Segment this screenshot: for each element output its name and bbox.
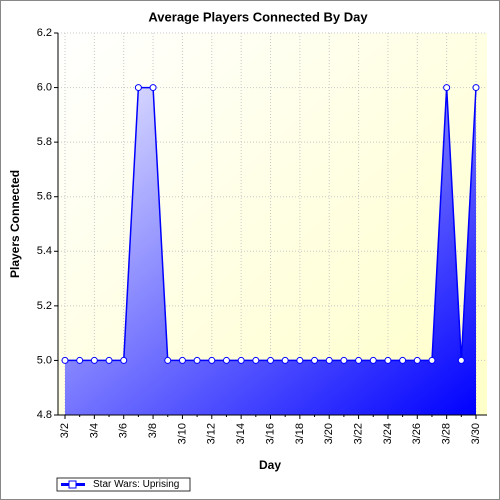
point: [164, 356, 172, 364]
point: [472, 84, 480, 92]
point: [178, 356, 186, 364]
point: [428, 356, 436, 364]
point: [90, 356, 98, 364]
point: [134, 84, 142, 92]
point: [355, 356, 363, 364]
x-tick-label: 3/28: [441, 423, 453, 444]
y-tick-label: 5.2: [37, 300, 52, 312]
point: [399, 356, 407, 364]
x-tick-label: 3/10: [176, 423, 188, 444]
legend: Star Wars: Uprising: [56, 477, 191, 492]
x-tick-label: 3/2: [59, 423, 71, 438]
point: [369, 356, 377, 364]
point: [208, 356, 216, 364]
x-tick-label: 3/24: [382, 423, 394, 444]
y-tick-label: 5.0: [37, 354, 52, 366]
x-axis-title: Day: [259, 458, 281, 472]
point: [296, 356, 304, 364]
y-tick-label: 4.8: [37, 409, 52, 421]
x-tick-label: 3/16: [264, 423, 276, 444]
y-tick-label: 6.0: [37, 81, 52, 93]
point: [61, 356, 69, 364]
point: [457, 356, 465, 364]
x-tick-label: 3/18: [294, 423, 306, 444]
point: [222, 356, 230, 364]
point: [325, 356, 333, 364]
point: [340, 356, 348, 364]
point: [311, 356, 319, 364]
x-tick-label: 3/12: [206, 423, 218, 444]
y-tick-label: 5.4: [37, 245, 52, 257]
point: [76, 356, 84, 364]
point: [193, 356, 201, 364]
point: [120, 356, 128, 364]
y-axis-title: Players Connected: [8, 170, 22, 278]
area: [65, 87, 476, 416]
point: [413, 356, 421, 364]
point: [105, 356, 113, 364]
x-tick-label: 3/6: [118, 423, 130, 438]
point: [281, 356, 289, 364]
x-tick-label: 3/14: [235, 423, 247, 444]
legend-box: [56, 477, 191, 492]
point: [252, 356, 260, 364]
legend-marker: [68, 480, 77, 489]
y-tick-label: 6.2: [37, 27, 52, 39]
point: [149, 84, 157, 92]
point: [443, 84, 451, 92]
point: [384, 356, 392, 364]
x-tick-label: 3/4: [88, 423, 100, 438]
x-tick-label: 3/20: [323, 423, 335, 444]
point: [237, 356, 245, 364]
x-tick-label: 3/8: [147, 423, 159, 438]
chart-title: Average Players Connected By Day: [148, 9, 368, 24]
y-tick-label: 5.6: [37, 191, 52, 203]
x-tick-label: 3/22: [352, 423, 364, 444]
y-tick-label: 5.8: [37, 136, 52, 148]
x-tick-label: 3/26: [411, 423, 423, 444]
x-tick-label: 3/30: [470, 423, 482, 444]
point: [267, 356, 274, 364]
legend-label: Star Wars: Uprising: [93, 479, 179, 490]
